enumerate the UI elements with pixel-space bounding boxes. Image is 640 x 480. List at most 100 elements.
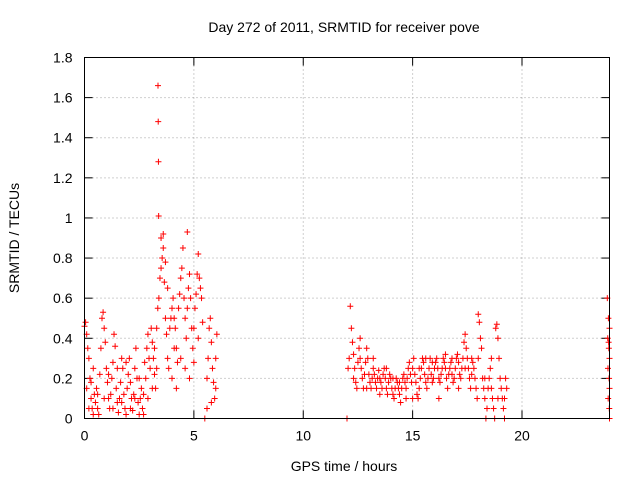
data-point xyxy=(455,385,462,392)
data-point xyxy=(363,345,370,352)
data-point xyxy=(386,371,393,378)
data-point xyxy=(154,305,161,312)
data-point xyxy=(605,315,612,322)
data-point xyxy=(424,375,431,382)
data-point xyxy=(90,411,97,418)
data-point xyxy=(125,371,132,378)
data-point xyxy=(428,371,435,378)
data-point xyxy=(456,371,463,378)
data-point xyxy=(169,305,175,312)
data-point xyxy=(450,379,457,386)
data-point xyxy=(503,385,510,392)
data-point xyxy=(190,325,197,332)
data-point xyxy=(140,411,147,418)
data-point xyxy=(442,351,449,358)
data-point xyxy=(141,359,148,366)
data-point xyxy=(93,385,100,392)
data-point xyxy=(435,395,442,402)
data-point xyxy=(347,303,354,310)
data-point xyxy=(117,379,124,386)
data-point xyxy=(94,391,101,398)
data-point xyxy=(92,399,99,406)
data-point xyxy=(473,385,480,392)
data-point xyxy=(369,375,376,382)
data-point xyxy=(467,385,474,392)
data-point xyxy=(363,385,370,392)
data-point xyxy=(151,371,158,378)
data-point xyxy=(108,375,115,382)
data-point xyxy=(382,375,389,382)
data-point xyxy=(605,395,612,402)
data-point xyxy=(384,391,391,398)
data-point xyxy=(346,355,353,362)
data-point xyxy=(210,379,217,386)
data-point xyxy=(107,391,114,398)
data-point xyxy=(112,343,119,350)
data-point xyxy=(186,375,193,382)
data-point xyxy=(177,355,184,362)
data-point xyxy=(123,359,130,366)
data-point xyxy=(396,379,403,386)
data-point xyxy=(476,319,483,326)
data-point xyxy=(469,359,476,366)
plot-frame xyxy=(84,57,610,419)
data-point xyxy=(195,251,202,258)
data-point xyxy=(153,325,160,332)
data-point xyxy=(422,379,429,386)
data-point xyxy=(126,355,133,362)
data-point xyxy=(478,345,485,352)
data-point xyxy=(366,379,373,386)
data-point xyxy=(135,399,142,406)
data-point xyxy=(208,399,215,406)
data-point xyxy=(111,331,118,338)
data-point xyxy=(354,359,361,366)
data-point xyxy=(462,365,469,372)
data-point xyxy=(153,365,160,372)
data-point xyxy=(104,379,111,386)
data-point xyxy=(487,365,494,372)
data-point xyxy=(197,285,204,292)
data-point xyxy=(391,395,398,402)
data-point xyxy=(86,375,93,382)
data-point xyxy=(461,339,468,346)
data-point xyxy=(109,405,116,412)
data-point xyxy=(144,331,151,338)
data-point xyxy=(199,319,206,326)
data-point xyxy=(155,212,162,219)
data-point xyxy=(155,82,161,89)
data-point xyxy=(165,365,172,372)
data-point xyxy=(164,355,171,362)
data-point xyxy=(421,371,428,378)
y-tick-label: 1.8 xyxy=(53,50,73,66)
data-point xyxy=(358,365,365,372)
data-point xyxy=(131,365,138,372)
data-point xyxy=(385,379,392,386)
data-point xyxy=(416,365,423,372)
data-point xyxy=(195,335,202,342)
data-point xyxy=(436,379,443,386)
data-point xyxy=(191,305,198,312)
data-point xyxy=(105,371,112,378)
data-point xyxy=(160,245,167,252)
data-point xyxy=(155,118,162,125)
data-point xyxy=(184,305,191,312)
data-point xyxy=(362,359,369,366)
data-point xyxy=(139,405,146,412)
data-point xyxy=(365,371,372,378)
data-point xyxy=(350,375,357,382)
data-point xyxy=(155,295,162,302)
data-point xyxy=(501,395,508,402)
data-point xyxy=(389,391,396,398)
x-tick-label: 10 xyxy=(295,428,311,444)
y-axis-label: SRMTID / TECUs xyxy=(6,183,22,293)
data-point xyxy=(209,365,216,372)
data-point xyxy=(183,335,190,342)
data-point xyxy=(136,375,143,382)
data-point xyxy=(410,355,417,362)
data-point xyxy=(438,371,445,378)
data-point xyxy=(101,325,108,332)
data-point xyxy=(96,371,103,378)
data-point xyxy=(376,391,383,398)
data-point xyxy=(430,375,437,382)
x-tick-label: 0 xyxy=(81,428,89,444)
